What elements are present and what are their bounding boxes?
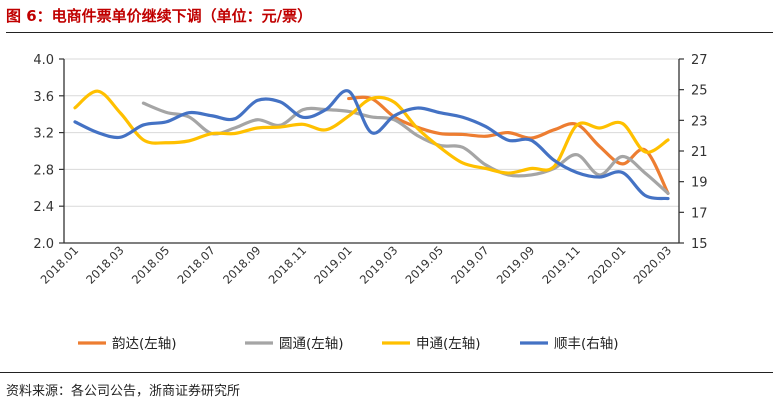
source-divider xyxy=(0,372,773,373)
left-tick-label: 2.4 xyxy=(33,200,54,215)
title-divider xyxy=(6,32,773,33)
x-tick-label: 2019.05 xyxy=(403,243,447,287)
left-tick-label: 2.8 xyxy=(33,163,54,178)
series-line-3 xyxy=(73,89,670,201)
left-tick-label: 4.0 xyxy=(33,53,54,68)
legend-label: 圆通(左轴) xyxy=(279,336,344,352)
left-tick-label: 3.6 xyxy=(33,90,54,105)
right-tick-label: 15 xyxy=(691,237,708,252)
series-line-2 xyxy=(73,89,670,175)
legend-label: 顺丰(右轴) xyxy=(554,336,619,352)
x-tick-label: 2019.07 xyxy=(448,243,492,287)
left-tick-label: 2.0 xyxy=(33,237,54,252)
right-tick-label: 23 xyxy=(691,114,708,129)
legend-item-2: 申通(左轴) xyxy=(382,336,481,352)
x-tick-label: 2019.03 xyxy=(357,243,401,287)
x-tick-label: 2020.03 xyxy=(631,243,675,287)
right-tick-label: 27 xyxy=(691,53,708,68)
x-tick-label: 2018.09 xyxy=(220,243,264,287)
x-tick-label: 2018.03 xyxy=(83,243,127,287)
x-tick-label: 2018.07 xyxy=(174,243,218,287)
x-tick-label: 2019.09 xyxy=(494,243,538,287)
legend-label: 韵达(左轴) xyxy=(112,336,177,352)
series-line-1 xyxy=(141,101,670,195)
right-tick-label: 17 xyxy=(691,206,708,221)
series-line-0 xyxy=(347,95,670,195)
legend-item-1: 圆通(左轴) xyxy=(245,336,344,352)
right-tick-label: 25 xyxy=(691,84,708,99)
x-tick-label: 2020.01 xyxy=(585,243,629,287)
legend-item-3: 顺丰(右轴) xyxy=(520,336,619,352)
right-tick-label: 19 xyxy=(691,176,708,191)
x-tick-label: 2018.05 xyxy=(129,243,173,287)
x-tick-label: 2019.01 xyxy=(311,243,355,287)
x-tick-label: 2019.11 xyxy=(539,243,583,287)
right-tick-label: 21 xyxy=(691,145,708,160)
x-tick-label: 2018.11 xyxy=(266,243,310,287)
legend-label: 申通(左轴) xyxy=(416,336,481,352)
source-note: 资料来源：各公司公告，浙商证券研究所 xyxy=(6,384,241,399)
legend-item-0: 韵达(左轴) xyxy=(78,336,177,352)
chart-title: 图 6：电商件票单价继续下调（单位：元/票） xyxy=(6,7,313,25)
left-tick-label: 3.2 xyxy=(33,127,54,142)
